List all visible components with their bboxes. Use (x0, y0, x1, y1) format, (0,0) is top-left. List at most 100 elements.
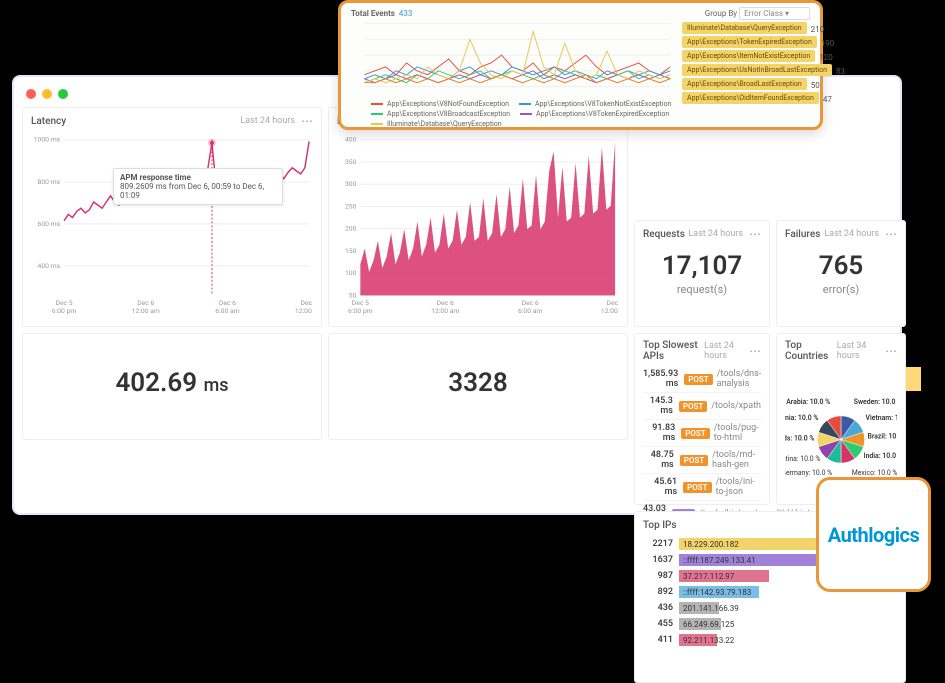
panel-latency: Latency Last 24 hours⋯ 1000 ms800 ms600 … (22, 107, 322, 327)
error-item[interactable]: App\Exceptions\OidItemFoundException47 (682, 92, 810, 106)
svg-text:Dec 6: Dec 6 (607, 299, 619, 307)
svg-text:6:00 pm: 6:00 pm (52, 307, 77, 315)
ip-count: 436 (643, 603, 679, 613)
api-ms: 1,585.93 ms (643, 369, 684, 389)
logo-card: Authlogics (816, 477, 931, 592)
svg-text:Dec 6: Dec 6 (437, 299, 454, 307)
api-method: POST (684, 374, 712, 385)
legend-item: App\Exceptions\V8NotFoundException (371, 100, 509, 108)
ip-bar: 201.141.166.39 (679, 602, 719, 614)
svg-text:300: 300 (345, 180, 357, 188)
svg-text:Germany: 10.0 %: Germany: 10.0 % (785, 469, 832, 477)
ip-count: 411 (643, 635, 679, 645)
panel-stat-failures: Failures Last 24 hours⋯ 765 error(s) (776, 220, 906, 327)
panel-range: Last 24 hours (704, 341, 743, 361)
error-count: 47 (823, 95, 832, 104)
more-icon[interactable]: ⋯ (749, 227, 761, 241)
ip-bar: 66.249.69.125 (679, 618, 721, 630)
more-icon[interactable]: ⋯ (301, 114, 313, 128)
panel-stat-latency: 402.69 ms (22, 333, 322, 440)
svg-text:India: 10.0 %: India: 10.0 % (864, 452, 897, 460)
svg-text:Vietnam: 10.0 %: Vietnam: 10.0 % (866, 414, 897, 422)
error-label: App\Exceptions\OidItemFoundException (682, 92, 819, 104)
error-count: 120 (819, 53, 833, 62)
groupby-label: Group By (705, 9, 737, 18)
ip-count: 987 (643, 571, 679, 581)
error-item[interactable]: App\Exceptions\BroadLastException50 (682, 78, 810, 92)
legend-item: App\Exceptions\V8BroadcastException (371, 110, 510, 118)
api-path: /tools/ini-to-json (716, 477, 761, 497)
panel-range: Last 24 hours (688, 229, 743, 239)
ip-bar: 37.217.112.97 (679, 570, 769, 582)
svg-text:Dec 6: Dec 6 (137, 299, 154, 307)
ip-count: 892 (643, 587, 679, 597)
stat-label: request(s) (643, 283, 761, 296)
tooltip-title: APM response time (120, 173, 191, 182)
api-method: POST (679, 401, 707, 412)
ip-bar: ::ffff:142.93.79.183 (679, 586, 759, 598)
svg-text:Dec 6: Dec 6 (522, 299, 539, 307)
error-item[interactable]: App\Exceptions\TokenExpiredException190 (682, 36, 810, 50)
svg-text:6:00 am: 6:00 am (215, 307, 239, 315)
svg-text:150: 150 (345, 247, 357, 255)
legend-item: App\Exceptions\V8TokenNotExistException (519, 100, 671, 108)
svg-text:12:00 am: 12:00 am (132, 307, 160, 315)
error-item[interactable]: App\Exceptions\UsNotInBroadLastException… (682, 64, 810, 78)
api-row[interactable]: 145.3 ms POST /tools/xpath (643, 393, 761, 420)
stat-unit: ms (204, 375, 229, 396)
stat-value: 765 (785, 251, 897, 281)
ip-bar: ::ffff:187.249.133.41 (679, 554, 827, 566)
api-row[interactable]: 91.83 ms POST /tools/pug-to-html (643, 420, 761, 447)
panel-slowest-apis: Top Slowest APIs Last 24 hours⋯ 1,585.93… (634, 333, 770, 505)
panel-title: Top Countries (785, 340, 837, 362)
svg-text:Dec 6: Dec 6 (219, 299, 236, 307)
svg-text:Dec 5: Dec 5 (352, 299, 369, 307)
svg-text:Sweden: 10.0 %: Sweden: 10.0 % (854, 398, 897, 406)
overlay-total-events: Total Events 433 Group By Error Class ▾ … (338, 0, 823, 130)
more-icon[interactable]: ⋯ (749, 344, 761, 358)
minimize-icon[interactable] (42, 89, 52, 99)
dashboard-window: Latency Last 24 hours⋯ 1000 ms800 ms600 … (12, 75, 902, 515)
more-icon[interactable]: ⋯ (885, 227, 897, 241)
svg-text:Lithuania: 10.0 %: Lithuania: 10.0 % (785, 414, 818, 422)
ip-count: 1637 (643, 555, 679, 565)
error-label: Illuminate\Database\QueryException (682, 22, 807, 34)
error-count: 190 (821, 39, 835, 48)
ip-bar: 92.211.133.22 (679, 634, 717, 646)
svg-text:400: 400 (345, 136, 357, 144)
error-count: 83 (836, 67, 845, 76)
svg-text:1000 ms: 1000 ms (34, 136, 61, 144)
api-ms: 48.75 ms (643, 450, 680, 470)
error-count: 50 (811, 81, 820, 90)
api-row[interactable]: 45.61 ms POST /tools/ini-to-json (643, 474, 761, 501)
ip-row[interactable]: 436 201.141.166.39 (643, 600, 897, 616)
svg-text:200: 200 (345, 225, 357, 233)
svg-text:12:00 am: 12:00 am (431, 307, 459, 315)
svg-text:Brazil: 10.0 %: Brazil: 10.0 % (868, 433, 897, 441)
groupby-select[interactable]: Error Class ▾ (739, 7, 810, 20)
ip-row[interactable]: 455 66.249.69.125 (643, 616, 897, 632)
error-list: Illuminate\Database\QueryException210App… (682, 22, 810, 128)
error-count: 210 (811, 25, 825, 34)
api-path: /tools/dns-analysis (717, 369, 762, 389)
panel-range: Last 24 hours (240, 116, 295, 126)
overlay-total: 433 (399, 9, 413, 18)
error-item[interactable]: Illuminate\Database\QueryException210 (682, 22, 810, 36)
svg-text:Netherlands: 10.0 %: Netherlands: 10.0 % (785, 434, 814, 442)
svg-text:12:00 pm: 12:00 pm (601, 307, 619, 315)
svg-text:600 ms: 600 ms (38, 220, 61, 228)
api-row[interactable]: 1,585.93 ms POST /tools/dns-analysis (643, 366, 761, 393)
more-icon[interactable]: ⋯ (885, 344, 897, 358)
close-icon[interactable] (26, 89, 36, 99)
overlay-legend: App\Exceptions\V8NotFoundException App\Ex… (351, 100, 676, 128)
svg-text:400 ms: 400 ms (38, 262, 61, 270)
api-row[interactable]: 48.75 ms POST /tools/md-hash-gen (643, 447, 761, 474)
panel-stat-errors: 3328 (328, 333, 628, 440)
panel-title: Requests (643, 229, 685, 240)
panel-range: Last 34 hours (837, 341, 879, 361)
error-label: App\Exceptions\ItemNotExistException (682, 50, 815, 62)
maximize-icon[interactable] (58, 89, 68, 99)
api-method: POST (681, 428, 709, 439)
ip-row[interactable]: 411 92.211.133.22 (643, 632, 897, 648)
error-item[interactable]: App\Exceptions\ItemNotExistException120 (682, 50, 810, 64)
